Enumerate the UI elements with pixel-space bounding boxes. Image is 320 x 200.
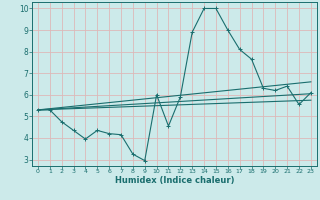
X-axis label: Humidex (Indice chaleur): Humidex (Indice chaleur) (115, 176, 234, 185)
